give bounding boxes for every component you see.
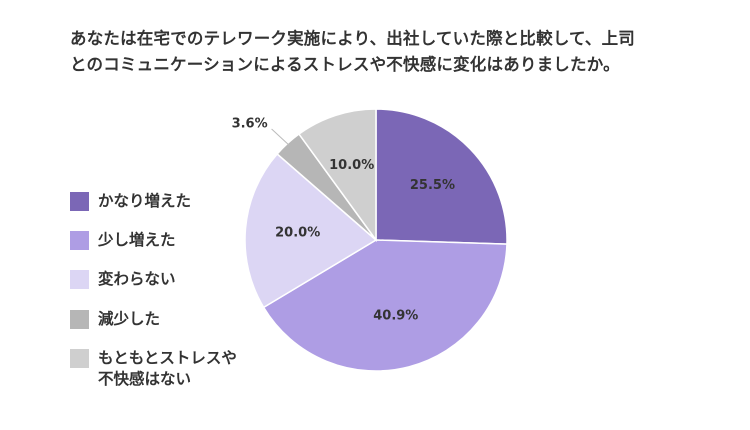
pie-slice (262, 239, 508, 372)
pie-slice-label: 3.6% (232, 117, 268, 132)
legend-swatch (70, 310, 89, 329)
chart-title-line-1: あなたは在宅でのテレワーク実施により、出社していた際と比較して、上司 (70, 29, 635, 48)
legend-item-sukoshi-fueta: 少し増えた (70, 230, 176, 251)
legend-label-line: 不快感はない (98, 370, 192, 388)
pie-slice-label: 40.9% (373, 309, 418, 324)
legend-label-line: もともとストレスや (98, 349, 237, 367)
pie-slice-label: 20.0% (275, 226, 320, 241)
legend-swatch (70, 349, 89, 368)
legend-item-genshou-shita: 減少した (70, 309, 160, 330)
legend-label: もともとストレスや 不快感はない (98, 348, 237, 390)
chart-title: あなたは在宅でのテレワーク実施により、出社していた際と比較して、上司 とのコミュ… (70, 26, 710, 78)
legend-label-line: かなり増えた (98, 192, 192, 210)
pie-slice (297, 108, 377, 243)
legend-label-line: 少し増えた (98, 231, 176, 249)
pie-slice (244, 152, 378, 309)
legend-swatch (70, 192, 89, 211)
legend-label: かなり増えた (98, 191, 191, 212)
legend-swatch (70, 231, 89, 250)
legend-label-line: 変わらない (98, 270, 176, 288)
legend-label: 変わらない (98, 269, 176, 290)
pie-slice-label: 10.0% (329, 158, 374, 173)
pie-slice-label: 25.5% (410, 178, 455, 193)
legend-item-kawaranai: 変わらない (70, 269, 176, 290)
legend-label: 減少した (98, 309, 160, 330)
pie-slice (375, 108, 508, 245)
chart-title-line-2: とのコミュニケーションによるストレスや不快感に変化はありましたか。 (70, 55, 620, 74)
legend-label-line: 減少した (98, 310, 161, 328)
legend-item-motomoto-nai: もともとストレスや 不快感はない (70, 348, 237, 390)
legend-swatch (70, 270, 89, 289)
legend-item-kanari-fueta: かなり増えた (70, 191, 191, 212)
pie-leader-line (271, 128, 290, 146)
legend-label: 少し増えた (98, 230, 176, 251)
